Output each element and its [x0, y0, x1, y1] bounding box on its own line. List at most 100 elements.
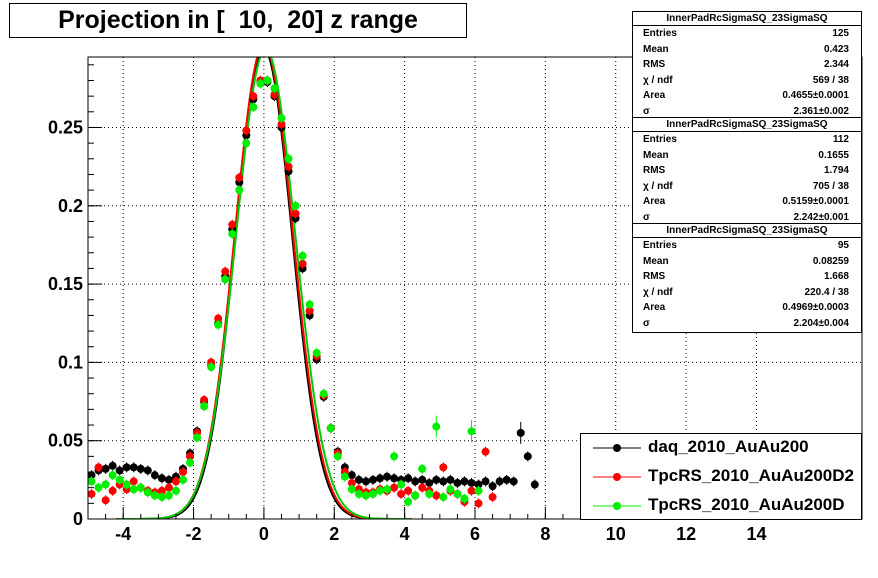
data-point	[249, 92, 258, 101]
stats-row: σ 2.361±0.002	[643, 105, 849, 117]
y-tick-label: 0	[73, 509, 83, 529]
data-point	[390, 483, 399, 492]
data-point	[270, 90, 279, 99]
stats-row: Mean 0.08259	[643, 255, 849, 267]
data-point	[228, 229, 237, 238]
x-tick-label: 12	[676, 524, 696, 544]
legend-entry-tpcrs-d2: TpcRS_2010_AuAu200D2	[581, 463, 861, 491]
data-point	[277, 120, 286, 129]
data-point	[481, 477, 490, 486]
data-point	[178, 468, 187, 477]
data-point	[157, 474, 166, 483]
data-point	[340, 472, 349, 481]
stats-row: RMS 2.344	[643, 59, 849, 71]
data-point	[143, 488, 152, 497]
data-point	[228, 220, 237, 229]
data-point	[397, 480, 406, 489]
data-point	[383, 472, 392, 481]
data-point	[460, 494, 469, 503]
stats-box-1-name: InnerPadRcSigmaSQ_23SigmaSQ	[633, 12, 861, 26]
y-tick-label: 0.25	[48, 117, 83, 137]
data-point	[432, 475, 441, 484]
data-point	[115, 475, 124, 484]
data-point	[446, 475, 455, 484]
data-point	[101, 496, 110, 505]
legend-marker-icon	[593, 444, 641, 452]
stats-row: Mean 0.1655	[643, 149, 849, 161]
stats-box-1: InnerPadRcSigmaSQ_23SigmaSQ Entries 125 M…	[632, 11, 862, 121]
data-point	[284, 154, 293, 163]
data-point	[530, 480, 539, 489]
x-tick-label: 14	[746, 524, 766, 544]
data-point	[354, 475, 363, 484]
data-point	[129, 463, 138, 472]
fit-curve	[116, 57, 412, 519]
data-point	[136, 483, 145, 492]
data-point	[354, 489, 363, 498]
axes: -4 -2 0 2 4 6 8 10 12 14 0 0.05 0.1 0.15 0.2 0.25	[48, 56, 863, 544]
data-point	[150, 491, 159, 500]
stats-row: σ 2.204±0.004	[643, 317, 849, 329]
legend-marker-icon	[593, 473, 641, 481]
data-point	[157, 493, 166, 502]
data-point	[502, 475, 511, 484]
fit-curves	[116, 57, 412, 519]
data-point	[432, 422, 441, 431]
data-point	[347, 478, 356, 487]
data-point	[171, 477, 180, 486]
stats-box-2-name: InnerPadRcSigmaSQ_23SigmaSQ	[633, 118, 861, 132]
data-point	[404, 486, 413, 495]
data-point	[418, 464, 427, 473]
data-point	[94, 463, 103, 472]
data-point	[509, 477, 518, 486]
data-point	[305, 300, 314, 309]
data-point	[411, 491, 420, 500]
data-point	[277, 114, 286, 123]
data-point	[453, 489, 462, 498]
data-point	[390, 474, 399, 483]
data-point	[439, 493, 448, 502]
data-point	[207, 363, 216, 372]
data-point	[284, 162, 293, 171]
data-point	[383, 485, 392, 494]
data-point	[249, 103, 258, 112]
data-point	[186, 452, 195, 461]
y-tick-label: 0.05	[48, 431, 83, 451]
data-point	[164, 491, 173, 500]
data-point	[298, 259, 307, 268]
data-point	[397, 489, 406, 498]
data-point	[193, 433, 202, 442]
data-point	[200, 402, 209, 411]
legend-entry-daq: daq_2010_AuAu200	[581, 434, 861, 462]
stats-row: RMS 1.794	[643, 165, 849, 177]
data-point	[446, 485, 455, 494]
data-point	[291, 201, 300, 210]
data-point	[87, 471, 96, 480]
data-point	[481, 447, 490, 456]
stats-row: χ / ndf 705 / 38	[643, 180, 849, 192]
data-point	[87, 489, 96, 498]
stats-row: Entries 95	[643, 240, 849, 251]
data-point	[376, 486, 385, 495]
data-point	[495, 477, 504, 486]
stats-row: Entries 112	[643, 134, 849, 145]
stats-row: σ 2.242±0.001	[643, 211, 849, 223]
data-point	[305, 306, 314, 315]
x-tick-label: 2	[329, 524, 339, 544]
data-point	[136, 464, 145, 473]
data-point	[221, 275, 230, 284]
data-point	[242, 139, 251, 148]
series-TpcRS_2010_AuAu200D	[87, 75, 483, 507]
x-tick-label: 0	[259, 524, 269, 544]
data-point	[115, 466, 124, 475]
data-point	[404, 474, 413, 483]
data-point	[129, 477, 138, 486]
data-point	[404, 497, 413, 506]
stats-row: χ / ndf 569 / 38	[643, 74, 849, 86]
data-points	[87, 75, 539, 509]
data-point	[87, 477, 96, 486]
data-point	[453, 478, 462, 487]
data-point	[242, 126, 251, 135]
stats-row: RMS 1.668	[643, 271, 849, 283]
x-tick-label: 8	[540, 524, 550, 544]
